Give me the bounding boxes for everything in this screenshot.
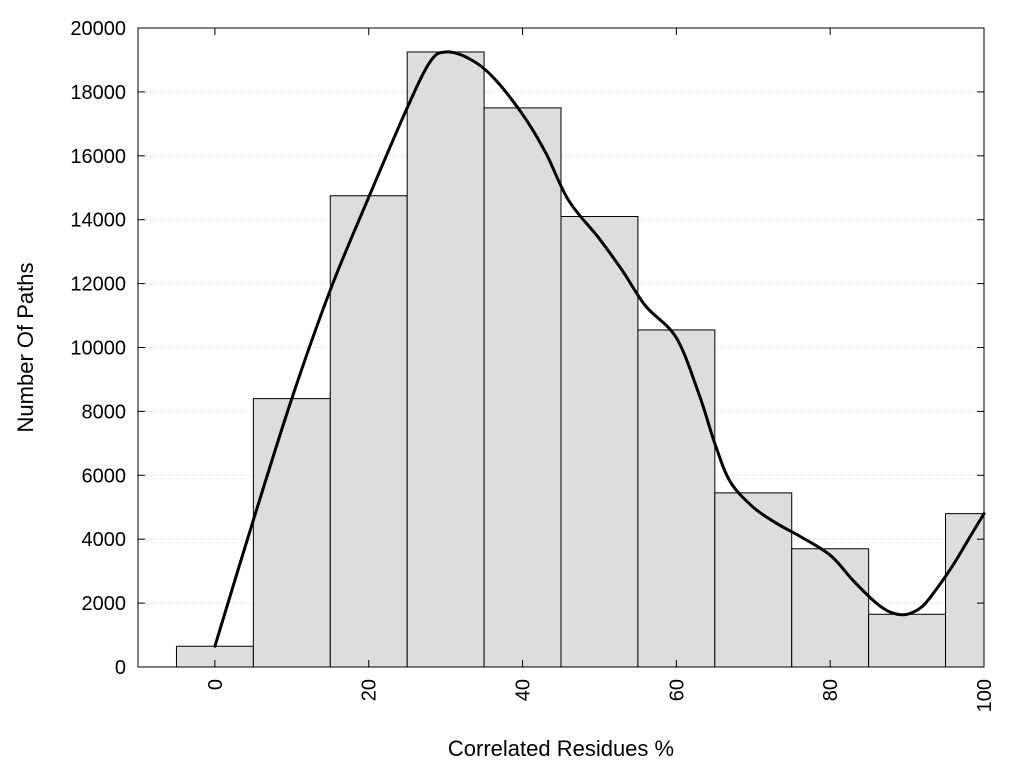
histogram-bar-70 <box>714 492 793 668</box>
y-tick-label-18000: 18000 <box>70 82 126 104</box>
x-tick-label-0: 0 <box>205 679 227 690</box>
y-tick-label-0: 0 <box>115 657 126 679</box>
x-tick-label-80: 80 <box>820 679 842 701</box>
x-tick-label-60: 60 <box>666 679 688 701</box>
x-axis-title: Correlated Residues % <box>448 736 674 761</box>
y-tick-label-10000: 10000 <box>70 338 126 360</box>
density-curve <box>213 50 986 648</box>
x-tick-label-20: 20 <box>359 679 381 701</box>
histogram-bar-20 <box>329 195 408 668</box>
y-tick-label-6000: 6000 <box>82 465 127 487</box>
histogram-bar-30 <box>406 51 485 668</box>
x-tick-label-100: 100 <box>974 679 996 712</box>
y-axis-title: Number Of Paths <box>13 263 38 433</box>
histogram-bar-80 <box>791 548 870 668</box>
histogram-bar-40 <box>483 107 562 668</box>
y-tick-label-14000: 14000 <box>70 210 126 232</box>
histogram-bar-50 <box>560 216 639 668</box>
y-tick-label-2000: 2000 <box>82 593 127 615</box>
y-tick-label-16000: 16000 <box>70 146 126 168</box>
histogram-bar-10 <box>252 398 331 668</box>
y-tick-label-4000: 4000 <box>82 529 127 551</box>
y-tick-label-12000: 12000 <box>70 274 126 296</box>
x-tick-label-40: 40 <box>513 679 535 701</box>
bar-layer <box>175 51 985 668</box>
tick-layer: 0 2000 4000 6000 8000 10000 12000 14000 16000 180… <box>70 18 996 712</box>
y-tick-label-8000: 8000 <box>82 401 127 423</box>
histogram-bar-100 <box>945 513 985 668</box>
y-tick-label-20000: 20000 <box>70 18 126 40</box>
histogram-bar-60 <box>637 329 716 668</box>
histogram-bar-90 <box>868 613 947 668</box>
